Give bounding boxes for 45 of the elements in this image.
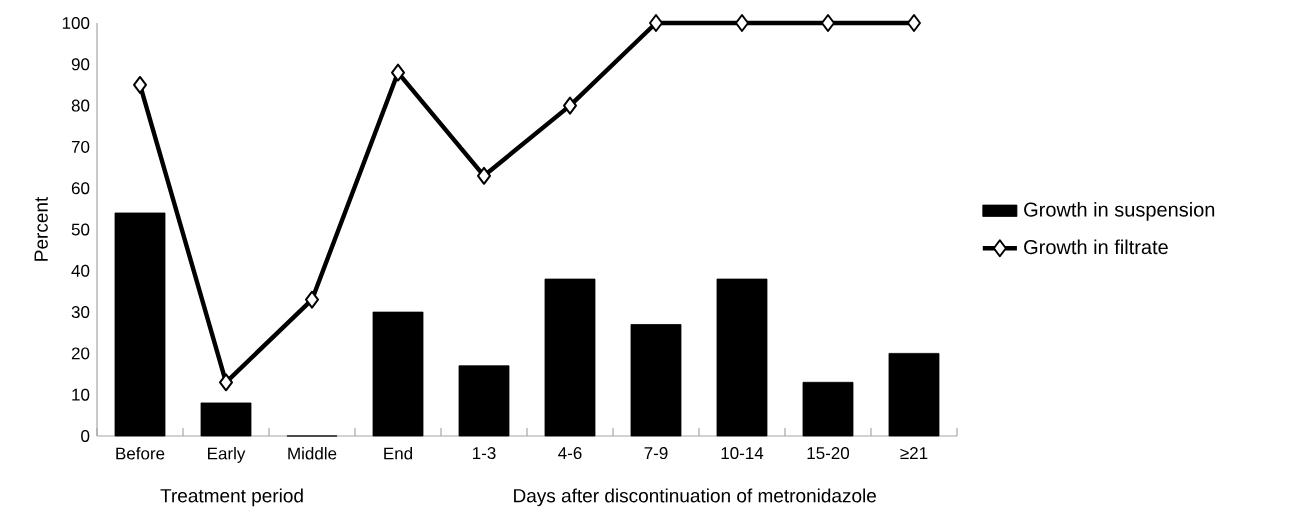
y-tick-label: 30: [71, 306, 90, 319]
text: Treatment period: [160, 488, 303, 507]
point: [563, 96, 577, 115]
y-tick-label: 100: [62, 16, 90, 29]
bar: [544, 278, 596, 437]
x-tick-label: 15-20: [807, 447, 850, 460]
point: [821, 13, 835, 32]
y-tick-label: 50: [71, 223, 90, 236]
legend-label: Growth in filtrate: [1024, 239, 1168, 255]
point: [305, 290, 320, 309]
point: [219, 373, 234, 392]
point: [133, 75, 148, 94]
y-tick-label: 10: [72, 388, 90, 401]
y-tick-label: 40: [71, 264, 90, 277]
bar: [372, 311, 424, 437]
y-tick-label: 20: [71, 347, 90, 360]
bar: [114, 212, 166, 437]
y-tick-label: 70: [71, 140, 90, 153]
x-tick-label: ≥21: [900, 447, 928, 459]
bar: [200, 402, 252, 437]
x-tick-label: 4-6: [558, 447, 582, 460]
y-tick-label: 80: [71, 99, 90, 112]
y-tick-label: 0: [81, 429, 90, 442]
bar: [630, 324, 682, 437]
x-tick-label: End: [384, 447, 413, 460]
x-tick-label: 10-14: [721, 447, 764, 460]
text: Days after discontinuation of metronidazole: [514, 488, 876, 507]
x-tick-label: Middle: [288, 447, 337, 460]
x-tick-label: Early: [208, 447, 246, 463]
point: [735, 13, 749, 32]
x-tick-label: 7-9: [644, 447, 668, 460]
x-tick-label: 1-3: [473, 447, 496, 460]
y-tick-label: 60: [71, 182, 90, 195]
x-tick-label: Before: [116, 447, 165, 460]
point: [391, 63, 406, 82]
bar: [888, 352, 940, 437]
y-tick-label: 90: [71, 58, 90, 71]
legend-label: Growth in suspension: [1024, 202, 1215, 221]
bar: [802, 381, 854, 437]
point: [477, 166, 492, 185]
bar: [458, 365, 510, 437]
point: [906, 13, 921, 32]
bar: [716, 278, 768, 437]
y-axis-title: Percent: [34, 196, 48, 261]
point: [649, 13, 663, 32]
